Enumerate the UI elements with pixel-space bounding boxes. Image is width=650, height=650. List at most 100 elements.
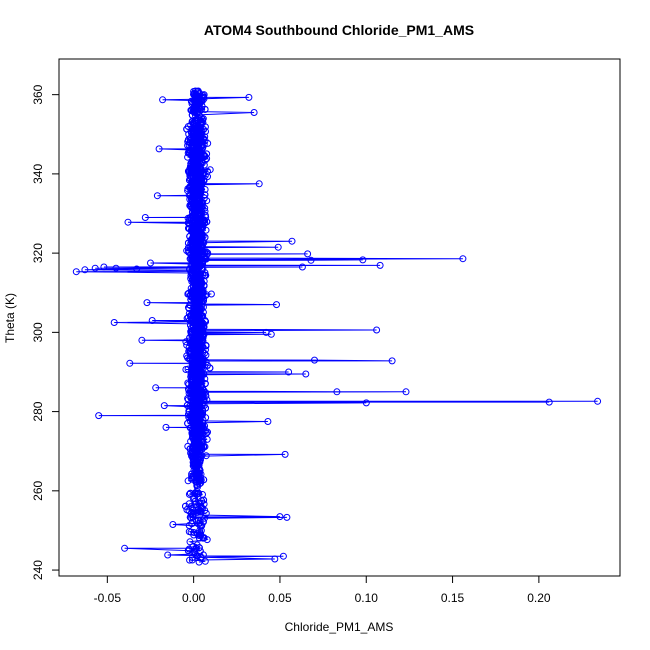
y-tick-label: 260 — [31, 480, 45, 500]
data-point — [100, 263, 108, 271]
data-point — [264, 418, 272, 425]
data-point — [141, 214, 149, 221]
plot-frame — [58, 58, 621, 577]
data-point — [298, 263, 306, 271]
data-point — [202, 452, 210, 460]
data-point — [186, 538, 194, 546]
y-tick-label: 360 — [31, 84, 45, 104]
data-point — [359, 256, 367, 264]
data-point — [202, 389, 210, 396]
data-point — [191, 489, 199, 497]
data-point — [279, 552, 287, 560]
y-tick-label: 300 — [31, 322, 45, 342]
data-point — [191, 87, 199, 95]
data-point — [124, 218, 132, 226]
data-point — [302, 370, 310, 378]
data-point — [376, 261, 384, 269]
data-point — [138, 336, 146, 344]
data-point — [271, 555, 279, 563]
data-point — [188, 556, 196, 564]
data-point — [201, 514, 208, 522]
data-point — [255, 180, 263, 188]
x-tick-label: 0.00 — [182, 591, 206, 605]
data-point — [193, 541, 201, 549]
data-point — [152, 384, 160, 392]
data-point — [95, 412, 103, 420]
data-point — [283, 513, 291, 521]
x-tick-label: 0.20 — [527, 591, 551, 605]
data-point — [143, 299, 151, 307]
data-point — [304, 250, 312, 258]
data-point — [121, 544, 129, 552]
x-tick-label: 0.05 — [268, 591, 292, 605]
x-tick-label: -0.05 — [94, 591, 122, 605]
data-point — [274, 243, 282, 251]
data-layer — [72, 87, 602, 566]
data-point — [281, 450, 289, 458]
data-point — [262, 328, 270, 336]
data-point — [153, 192, 161, 200]
y-tick-label: 280 — [31, 401, 45, 421]
data-point — [185, 344, 193, 351]
data-point — [162, 423, 170, 431]
data-point — [311, 356, 318, 364]
x-axis-label: Chloride_PM1_AMS — [285, 620, 394, 634]
data-point — [184, 477, 192, 485]
data-point — [192, 545, 200, 553]
data-point — [594, 397, 602, 405]
data-point — [206, 166, 214, 174]
data-point — [148, 317, 156, 324]
series-line — [76, 90, 598, 563]
data-point — [147, 259, 154, 267]
data-point — [199, 518, 207, 526]
data-point — [182, 502, 189, 510]
data-point — [81, 266, 89, 274]
data-point — [307, 256, 315, 264]
data-point — [204, 249, 212, 257]
x-tick-label: 0.10 — [355, 591, 379, 605]
data-point — [184, 547, 192, 555]
data-point — [545, 398, 553, 406]
data-point — [362, 399, 370, 407]
y-tick-label: 320 — [31, 243, 45, 263]
data-point — [333, 388, 341, 396]
data-point — [388, 357, 396, 365]
data-point — [276, 513, 284, 521]
data-point — [194, 87, 202, 95]
data-point — [185, 545, 193, 553]
data-point — [245, 93, 253, 101]
data-point — [72, 268, 80, 276]
data-point — [200, 91, 208, 99]
data-point — [207, 290, 215, 298]
y-axis-label: Theta (K) — [3, 293, 17, 343]
data-point — [197, 114, 205, 122]
data-point — [192, 517, 200, 525]
y-tick-label: 340 — [31, 164, 45, 184]
data-point — [126, 359, 134, 367]
data-point — [160, 402, 168, 410]
axes-layer: -0.05 0.00 0.05 0.10 0.15 0.20 240 260 280 300 320… — [31, 84, 551, 605]
data-point — [402, 388, 410, 396]
data-point — [184, 442, 192, 450]
data-point — [133, 265, 141, 273]
data-point — [183, 352, 191, 360]
data-point — [285, 368, 293, 376]
data-point — [164, 551, 172, 559]
data-point — [273, 301, 280, 309]
data-point — [112, 264, 120, 272]
data-point — [110, 319, 118, 326]
data-point — [250, 109, 258, 116]
data-point — [201, 557, 209, 565]
data-point — [191, 495, 199, 502]
data-point — [288, 237, 296, 245]
data-point — [183, 341, 191, 349]
data-point — [373, 326, 381, 334]
y-tick-label: 240 — [31, 560, 45, 580]
data-point — [155, 145, 163, 153]
data-point — [91, 264, 99, 272]
chart-title: ATOM4 Southbound Chloride_PM1_AMS — [204, 22, 474, 38]
data-point — [159, 96, 167, 104]
data-point — [169, 521, 177, 528]
data-point — [459, 255, 467, 263]
